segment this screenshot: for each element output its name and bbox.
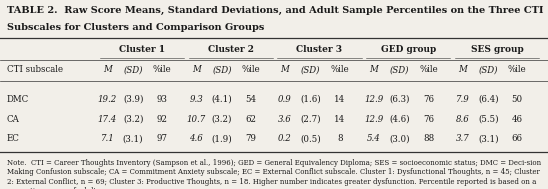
Text: %ile: %ile xyxy=(508,65,527,74)
Text: (SD): (SD) xyxy=(212,65,232,74)
Text: (SD): (SD) xyxy=(123,65,143,74)
Text: 9.3: 9.3 xyxy=(189,95,203,104)
Text: (4.6): (4.6) xyxy=(389,115,410,124)
Text: %ile: %ile xyxy=(419,65,438,74)
Text: 3.7: 3.7 xyxy=(455,134,470,143)
Text: (6.4): (6.4) xyxy=(478,95,499,104)
Text: %ile: %ile xyxy=(242,65,260,74)
Text: Subscales for Clusters and Comparison Groups: Subscales for Clusters and Comparison Gr… xyxy=(7,23,264,32)
Text: (3.2): (3.2) xyxy=(123,115,144,124)
Text: M: M xyxy=(192,65,201,74)
Text: M: M xyxy=(103,65,112,74)
Text: 7.9: 7.9 xyxy=(455,95,470,104)
Text: 54: 54 xyxy=(246,95,256,104)
Text: 12.9: 12.9 xyxy=(364,115,384,124)
Text: TABLE 2.  Raw Score Means, Standard Deviations, and Adult Sample Percentiles on : TABLE 2. Raw Score Means, Standard Devia… xyxy=(7,6,543,15)
Text: 12.9: 12.9 xyxy=(364,95,384,104)
Text: 88: 88 xyxy=(423,134,434,143)
Text: (3.1): (3.1) xyxy=(123,134,144,143)
Text: 10.7: 10.7 xyxy=(186,115,206,124)
Text: SES group: SES group xyxy=(471,45,523,54)
Text: 93: 93 xyxy=(157,95,168,104)
Text: 14: 14 xyxy=(334,115,345,124)
Text: (3.9): (3.9) xyxy=(123,95,144,104)
Text: %ile: %ile xyxy=(330,65,349,74)
Text: 4.6: 4.6 xyxy=(189,134,203,143)
Text: CA: CA xyxy=(7,115,19,124)
Text: 5.4: 5.4 xyxy=(367,134,381,143)
Text: (5.5): (5.5) xyxy=(478,115,499,124)
Text: (6.3): (6.3) xyxy=(389,95,410,104)
Text: CTI subscale: CTI subscale xyxy=(7,65,62,74)
Text: 8.6: 8.6 xyxy=(455,115,470,124)
Text: 17.4: 17.4 xyxy=(98,115,117,124)
Text: 0.9: 0.9 xyxy=(278,95,292,104)
Text: (1.9): (1.9) xyxy=(212,134,232,143)
Text: 50: 50 xyxy=(512,95,523,104)
Text: 92: 92 xyxy=(157,115,168,124)
Text: EC: EC xyxy=(7,134,19,143)
Text: 66: 66 xyxy=(512,134,523,143)
Text: Cluster 3: Cluster 3 xyxy=(296,45,342,54)
Text: 76: 76 xyxy=(423,95,434,104)
Text: 97: 97 xyxy=(157,134,168,143)
Text: 19.2: 19.2 xyxy=(98,95,117,104)
Text: M: M xyxy=(458,65,467,74)
Text: (SD): (SD) xyxy=(478,65,498,74)
Text: 62: 62 xyxy=(246,115,256,124)
Text: M: M xyxy=(369,65,378,74)
Text: 3.6: 3.6 xyxy=(278,115,292,124)
Text: 79: 79 xyxy=(246,134,256,143)
Text: (2.7): (2.7) xyxy=(300,115,321,124)
Text: 46: 46 xyxy=(512,115,523,124)
Text: DMC: DMC xyxy=(7,95,29,104)
Text: 8: 8 xyxy=(337,134,342,143)
Text: M: M xyxy=(281,65,289,74)
Text: GED group: GED group xyxy=(381,45,436,54)
Text: (SD): (SD) xyxy=(301,65,321,74)
Text: (3.0): (3.0) xyxy=(389,134,410,143)
Text: 14: 14 xyxy=(334,95,345,104)
Text: (SD): (SD) xyxy=(390,65,409,74)
Text: 7.1: 7.1 xyxy=(100,134,115,143)
Text: Note.  CTI = Career Thoughts Inventory (Sampson et al., 1996); GED = General Equ: Note. CTI = Career Thoughts Inventory (S… xyxy=(7,159,541,189)
Text: (0.5): (0.5) xyxy=(300,134,321,143)
Text: Cluster 2: Cluster 2 xyxy=(208,45,254,54)
Text: Cluster 1: Cluster 1 xyxy=(119,45,165,54)
Text: (3.1): (3.1) xyxy=(478,134,499,143)
Text: %ile: %ile xyxy=(153,65,172,74)
Text: (4.1): (4.1) xyxy=(212,95,232,104)
Text: 76: 76 xyxy=(423,115,434,124)
Text: 0.2: 0.2 xyxy=(278,134,292,143)
Text: (1.6): (1.6) xyxy=(300,95,321,104)
Text: (3.2): (3.2) xyxy=(212,115,232,124)
